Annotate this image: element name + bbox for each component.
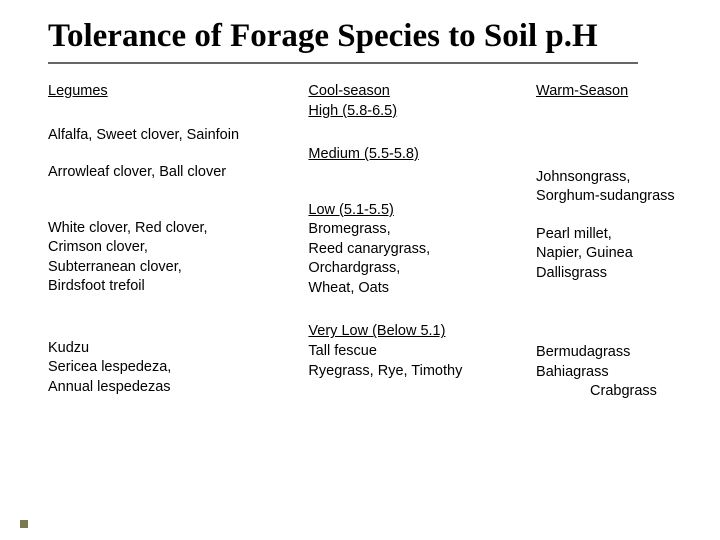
warm-low-3: Dallisgrass (536, 264, 700, 284)
cool-low-3: Orchardgrass, (308, 259, 536, 279)
cool-low-4: Wheat, Oats (308, 279, 536, 299)
warm-medium-2: Sorghum-sudangrass (536, 187, 700, 207)
section-medium: Medium (5.5-5.8) (308, 145, 536, 165)
header-legumes: Legumes (48, 82, 308, 102)
legumes-high: Alfalfa, Sweet clover, Sainfoin (48, 126, 308, 146)
header-warm-season: Warm-Season (536, 82, 700, 102)
section-high: High (5.8-6.5) (308, 102, 536, 122)
legumes-low-3: Subterranean clover, (48, 258, 308, 278)
warm-vlow-2: Bahiagrass (536, 363, 700, 383)
title-underline (48, 62, 638, 64)
warm-medium-1: Johnsongrass, (536, 168, 700, 188)
cool-vlow-1: Tall fescue (308, 342, 536, 362)
section-low: Low (5.1-5.5) (308, 201, 536, 221)
footer-accent (20, 520, 28, 528)
section-very-low: Very Low (Below 5.1) (308, 322, 536, 342)
warm-vlow-3: Crabgrass (536, 382, 700, 402)
warm-low-1: Pearl millet, (536, 225, 700, 245)
legumes-medium: Arrowleaf clover, Ball clover (48, 163, 308, 183)
column-cool-season: Cool-season High (5.8-6.5) Medium (5.5-5… (308, 82, 536, 402)
cool-vlow-2: Ryegrass, Rye, Timothy (308, 362, 536, 382)
slide-title: Tolerance of Forage Species to Soil p.H (48, 18, 700, 56)
cool-low-2: Reed canarygrass, (308, 240, 536, 260)
column-legumes: Legumes Alfalfa, Sweet clover, Sainfoin … (48, 82, 308, 402)
legumes-low-4: Birdsfoot trefoil (48, 277, 308, 297)
column-warm-season: Warm-Season Johnsongrass, Sorghum-sudang… (536, 82, 700, 402)
header-cool-season: Cool-season (308, 82, 536, 102)
legumes-low-1: White clover, Red clover, (48, 219, 308, 239)
legumes-vlow-2: Sericea lespedeza, (48, 358, 308, 378)
warm-vlow-1: Bermudagrass (536, 343, 700, 363)
legumes-vlow-3: Annual lespedezas (48, 378, 308, 398)
warm-low-2: Napier, Guinea (536, 244, 700, 264)
legumes-vlow-1: Kudzu (48, 339, 308, 359)
legumes-low-2: Crimson clover, (48, 238, 308, 258)
content-columns: Legumes Alfalfa, Sweet clover, Sainfoin … (48, 82, 700, 402)
cool-low-1: Bromegrass, (308, 220, 536, 240)
